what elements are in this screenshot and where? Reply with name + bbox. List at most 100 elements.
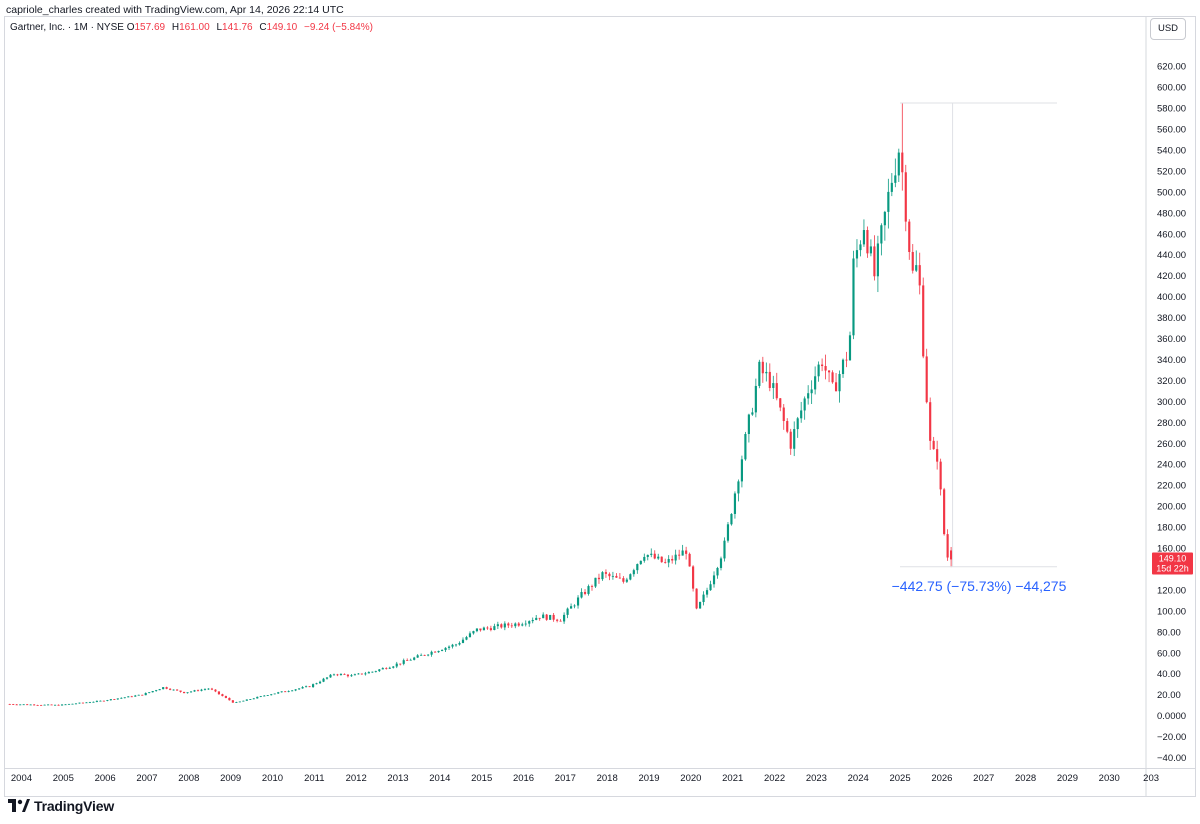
candle-body [705,590,709,595]
y-tick-label: 520.00 [1157,166,1186,177]
candle-body [761,361,764,374]
candle-body [611,575,614,577]
candle-body [503,623,506,628]
x-tick-label: 2011 [304,773,324,784]
candle-body [172,689,175,691]
candle-body [360,673,363,675]
candle-body [242,700,245,702]
candle-body [71,703,74,705]
x-tick-label: 2026 [931,773,952,784]
candle-body [712,575,716,585]
candle-body [221,694,224,697]
candle-body [636,564,639,571]
candle-body [305,686,308,688]
candle-body [179,690,182,692]
candle-body [831,372,834,383]
candle-body [880,225,883,244]
y-tick-label: 80.00 [1157,627,1181,638]
candle-body [559,620,562,622]
candle-body [308,686,311,688]
candle-body [19,704,22,706]
candle-body [859,244,862,251]
candle-body [730,513,733,525]
y-tick-label: −20.00 [1157,732,1186,743]
candle-body [883,211,886,226]
candle-body [643,556,646,561]
candle-body [754,385,757,413]
candle-body [252,698,255,700]
candle-body [440,650,444,651]
candle-body [758,361,761,386]
candle-body [60,704,64,706]
x-tick-label: 2021 [722,773,743,784]
y-tick-label: 280.00 [1157,418,1186,429]
candle-body [364,673,367,675]
candle-body [357,673,360,675]
candle-body [465,637,468,640]
y-tick-label: 220.00 [1157,481,1186,492]
candle-body [604,572,608,574]
candle-body [245,699,248,701]
candle-body [67,703,71,705]
candle-body [869,246,872,254]
candle-body [22,704,25,706]
candle-body [385,668,388,669]
candle-body [137,694,140,696]
candle-body [472,631,475,634]
candle-body [57,704,60,706]
candle-body [894,175,897,183]
candle-body [772,383,775,388]
candle-body [775,383,778,399]
candle-body [782,407,785,422]
y-tick-label: 580.00 [1157,104,1186,115]
change-value: −9.24 (−5.84%) [304,22,373,33]
candle-body [88,702,92,704]
candle-body [744,434,747,460]
candle-body [182,691,186,694]
candle-body [270,694,273,696]
x-tick-label: 2020 [680,773,701,784]
measure-tool: −442.75 (−75.73%) −44,275 [892,102,1067,594]
candle-body [235,702,238,703]
candle-body [587,586,590,594]
candle-body [841,359,845,375]
candle-body [650,553,653,555]
candle-body [702,594,705,603]
candle-body [479,628,482,631]
candle-body [116,698,119,700]
candle-body [74,703,78,705]
candle-body [566,608,569,615]
candle-body [552,614,555,620]
close-label: C [259,22,267,33]
candle-body [618,577,621,579]
symbol-name[interactable]: Gartner, Inc. · 1M · NYSE [10,22,124,33]
x-tick-label: 2005 [53,773,74,784]
y-tick-label: 300.00 [1157,397,1186,408]
symbol-legend: Gartner, Inc. · 1M · NYSE O157.69 H161.0… [10,22,373,33]
candle-body [420,654,423,656]
tradingview-logo[interactable]: TradingView [8,796,114,816]
candle-body [915,265,918,271]
candle-body [78,702,81,704]
candle-body [413,657,416,660]
candle-body [852,258,855,336]
candle-body [141,694,144,696]
candle-body [664,562,667,563]
candle-body [890,182,893,192]
currency-button[interactable]: USD [1150,18,1186,40]
candle-body [134,695,137,697]
candle-body [343,673,346,675]
candle-body [911,252,914,271]
candle-body [726,524,730,541]
candle-body [845,359,848,361]
candle-body [803,398,806,411]
candle-body [353,674,356,676]
candle-body [862,230,866,245]
candle-body [576,597,580,606]
y-tick-label: 20.00 [1157,690,1181,701]
candle-body [528,621,531,624]
price-tag-background [1152,552,1193,575]
candle-body [301,687,304,689]
candle-body [395,663,398,667]
